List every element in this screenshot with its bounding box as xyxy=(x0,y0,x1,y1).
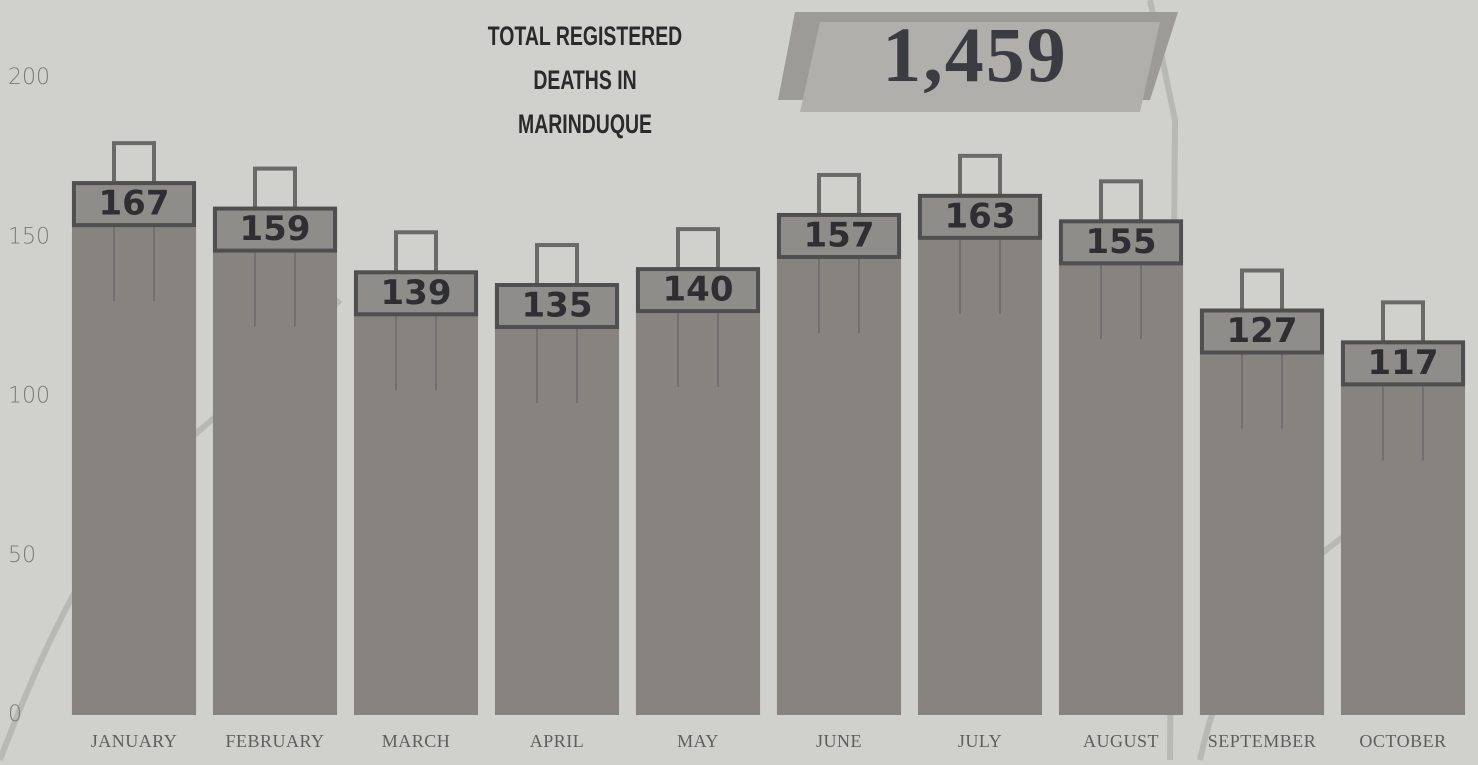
cross-top xyxy=(1242,271,1282,311)
x-tick-label: January xyxy=(91,731,178,751)
value-label: 135 xyxy=(522,286,593,326)
value-label: 127 xyxy=(1227,311,1298,351)
cross-top xyxy=(678,229,718,269)
bar xyxy=(354,272,478,715)
cross-top xyxy=(1101,181,1141,221)
x-tick-label: February xyxy=(225,731,324,751)
cross-top xyxy=(960,156,1000,196)
y-tick-label: 0 xyxy=(8,702,22,727)
value-label: 163 xyxy=(945,196,1016,236)
chart-title: TOTAL REGISTERED DEATHS IN MARINDUQUE xyxy=(473,14,696,146)
x-tick-label: March xyxy=(382,731,451,751)
bar xyxy=(777,215,901,715)
x-tick-label: October xyxy=(1359,731,1446,751)
value-label: 155 xyxy=(1086,222,1157,262)
bar xyxy=(1200,311,1324,715)
cross-top xyxy=(114,143,154,183)
x-tick-label: May xyxy=(677,731,719,751)
x-tick-label: September xyxy=(1208,731,1317,751)
x-tick-label: April xyxy=(530,731,585,751)
value-label: 159 xyxy=(240,209,311,249)
y-tick-label: 200 xyxy=(8,65,50,90)
y-tick-label: 100 xyxy=(8,384,50,409)
cross-top xyxy=(537,245,577,285)
value-label: 139 xyxy=(381,273,452,313)
value-label: 167 xyxy=(99,184,170,224)
bar xyxy=(1341,342,1465,715)
value-label: 140 xyxy=(663,270,734,310)
x-tick-label: August xyxy=(1083,731,1159,751)
chart: 0 50 100 150 200 January 167 February 159 March 13… xyxy=(0,0,1478,765)
y-tick-label: 50 xyxy=(8,543,36,568)
cross-top xyxy=(396,232,436,272)
cross-top xyxy=(819,175,859,215)
x-tick-label: July xyxy=(958,731,1002,751)
y-tick-label: 150 xyxy=(8,224,50,249)
value-label: 117 xyxy=(1368,343,1439,383)
bar xyxy=(213,209,337,715)
bar xyxy=(495,285,619,715)
total-count: 1,459 xyxy=(840,10,1110,100)
cross-top xyxy=(1383,302,1423,342)
bar xyxy=(72,183,196,715)
bar xyxy=(918,196,1042,715)
cross-top xyxy=(255,169,295,209)
bar xyxy=(636,269,760,715)
bar xyxy=(1059,221,1183,715)
value-label: 157 xyxy=(804,215,875,255)
x-tick-label: June xyxy=(816,731,862,751)
page: 0 50 100 150 200 January 167 February 159 March 13… xyxy=(0,0,1478,765)
